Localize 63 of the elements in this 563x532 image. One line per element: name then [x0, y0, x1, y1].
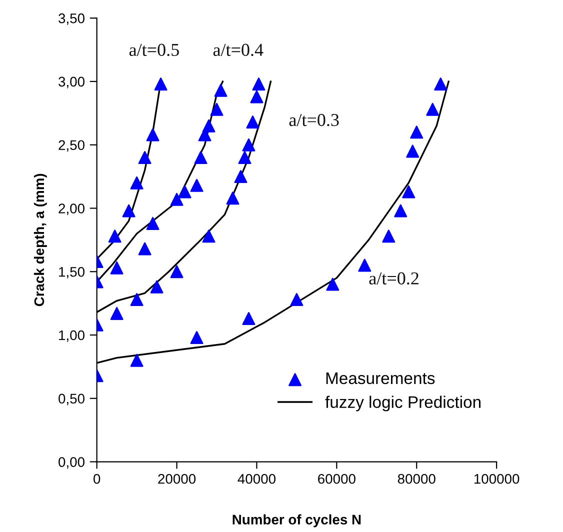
x-tick-label: 40000	[238, 474, 276, 484]
x-tick-label: 20000	[158, 474, 196, 484]
y-tick-label: 1,00	[59, 330, 84, 342]
point	[108, 230, 122, 243]
annotation: a/t=0.3	[289, 114, 339, 126]
point	[170, 265, 184, 278]
point	[234, 170, 248, 184]
point	[130, 293, 144, 306]
x-tick-label: 80000	[398, 474, 436, 484]
point	[290, 293, 304, 306]
point	[246, 116, 260, 129]
x-tick-label: 60000	[318, 474, 356, 484]
point	[130, 176, 144, 190]
annotation: a/t=0.2	[369, 272, 418, 285]
annotation: a/t=0.5	[129, 44, 179, 56]
point	[252, 78, 266, 91]
point	[242, 312, 256, 326]
y-tick-label: 1,50	[59, 266, 84, 278]
point	[426, 102, 440, 116]
legend-label: fuzzy logic Prediction	[325, 396, 480, 412]
y-tick-label: 0,00	[58, 457, 84, 469]
point	[130, 354, 144, 367]
point	[178, 185, 192, 198]
x-axis-title: Number of cycles N	[232, 514, 361, 528]
y-tick-label: 2,50	[58, 140, 84, 152]
annotation: a/t=0.4	[213, 44, 264, 56]
point	[214, 84, 228, 97]
point	[402, 185, 416, 198]
point	[154, 78, 168, 91]
point	[326, 278, 340, 291]
point	[146, 128, 160, 142]
point	[406, 144, 420, 158]
point	[238, 151, 252, 164]
legend-label: Measurements	[326, 372, 435, 384]
x-tick-label: 100000	[474, 474, 520, 484]
point	[242, 138, 256, 152]
point	[382, 230, 396, 243]
point	[358, 258, 372, 272]
point	[194, 151, 208, 164]
point	[110, 261, 124, 274]
y-tick-label: 2,00	[58, 204, 84, 216]
y-tick-label: 3,00	[58, 76, 84, 88]
point	[170, 192, 184, 206]
point	[250, 90, 264, 104]
y-tick-label: 0,50	[58, 394, 84, 406]
point	[110, 306, 124, 320]
point	[122, 204, 136, 218]
point	[202, 230, 216, 243]
point	[150, 280, 164, 294]
point	[138, 151, 152, 164]
point	[190, 178, 204, 192]
point	[190, 331, 204, 344]
y-axis-title: Crack depth, a (mm)	[34, 174, 47, 306]
point	[138, 242, 152, 256]
x-tick-label: 0	[94, 474, 100, 484]
point	[226, 192, 240, 205]
point	[202, 119, 216, 132]
y-tick-label: 3,50	[58, 13, 84, 25]
point	[210, 102, 224, 116]
point	[434, 78, 448, 91]
point	[410, 126, 424, 139]
point	[394, 204, 408, 218]
point	[146, 216, 160, 230]
